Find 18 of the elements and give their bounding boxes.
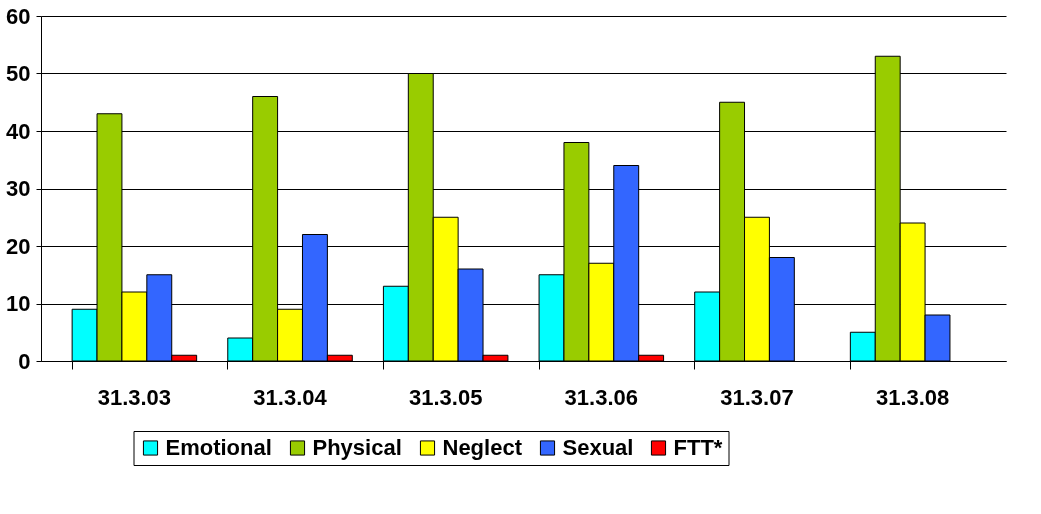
legend-label: Physical [312,435,402,460]
y-tick-label: 50 [6,61,31,86]
x-tick-label: 31.3.03 [97,384,172,410]
legend-label: Sexual [562,435,634,460]
legend-label: Neglect [442,435,523,460]
legend-label: FTT* [673,435,723,460]
x-tick-label: 31.3.04 [253,384,328,410]
x-tick-label: 31.3.06 [564,384,639,410]
y-tick-label: 20 [6,233,31,259]
y-tick-label: 30 [6,176,31,201]
x-tick-label: 31.3.05 [408,384,483,410]
x-tick-label: 31.3.08 [875,384,950,410]
y-tick-label: 10 [6,291,31,316]
legend-label: Emotional [165,435,272,460]
y-tick-label: 60 [6,3,31,29]
y-tick-label: 0 [18,348,31,374]
x-tick-label: 31.3.07 [720,384,794,410]
y-tick-label: 40 [6,118,31,144]
